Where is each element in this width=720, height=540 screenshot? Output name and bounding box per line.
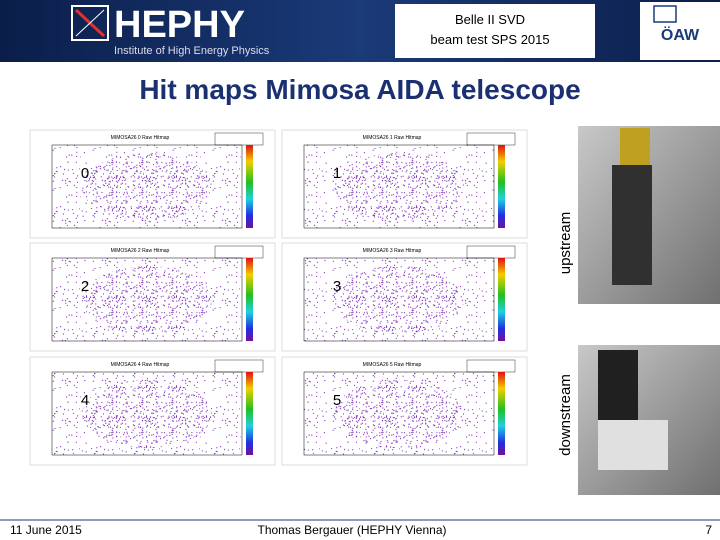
panel-label: 4 [81, 392, 89, 409]
side-label: downstream [557, 374, 574, 456]
stats-box [214, 132, 264, 146]
hit-cluster [334, 380, 464, 448]
event-line: beam test SPS 2015 [430, 32, 549, 47]
photo-detail [620, 128, 650, 168]
event-line: Belle II SVD [455, 12, 525, 27]
photo-detail [612, 165, 652, 285]
panel-title: MIMOSA26 4 Raw Hitmap [111, 362, 170, 368]
panel-title: MIMOSA26 3 Raw Hitmap [363, 248, 422, 254]
hitmap-panel: MIMOSA26 2 Raw Hitmap 2 [29, 242, 276, 352]
panels: MIMOSA26 0 Raw Hitmap 0 MIMOSA26 1 Raw Hit… [29, 129, 528, 466]
hephy-logo: HEPHY Institute of High Energy Physics [71, 4, 270, 57]
footer-author: Thomas Bergauer (HEPHY Vienna) [258, 523, 447, 537]
partner-text: ÖAW [661, 25, 700, 44]
stats-box [466, 132, 516, 146]
side-label: upstream [557, 212, 574, 275]
hit-cluster [82, 380, 212, 448]
footer-page: 7 [705, 523, 712, 537]
color-bar [246, 372, 253, 455]
hitmap-panel: MIMOSA26 5 Raw Hitmap 5 [281, 356, 528, 466]
slide-title: Hit maps Mimosa AIDA telescope [139, 74, 580, 105]
panel-title: MIMOSA26 5 Raw Hitmap [363, 362, 422, 368]
hitmap-panel: MIMOSA26 1 Raw Hitmap 1 [281, 129, 528, 239]
hit-cluster [334, 153, 464, 221]
panel-label: 3 [333, 278, 341, 295]
hit-cluster [82, 266, 212, 334]
hitmap-panel: MIMOSA26 3 Raw Hitmap 3 [281, 242, 528, 352]
institute-text: Institute of High Energy Physics [114, 45, 270, 57]
panel-label: 5 [333, 392, 341, 409]
panel-label: 2 [81, 278, 89, 295]
color-bar [498, 145, 505, 228]
color-bar [246, 258, 253, 341]
panel-label: 0 [81, 165, 89, 182]
stats-box [466, 359, 516, 373]
header-bar [0, 0, 720, 62]
panel-title: MIMOSA26 1 Raw Hitmap [363, 135, 422, 141]
panel-label: 1 [333, 165, 341, 182]
photo-detail [598, 350, 638, 420]
logo-text: HEPHY [114, 4, 245, 46]
color-bar [246, 145, 253, 228]
color-bar [498, 258, 505, 341]
event-box [395, 4, 595, 58]
hit-cluster [334, 266, 464, 334]
partner-icon [653, 5, 677, 23]
stats-box [214, 245, 264, 259]
stats-box [466, 245, 516, 259]
panel-title: MIMOSA26 0 Raw Hitmap [111, 135, 170, 141]
color-bar [498, 372, 505, 455]
hitmap-panel: MIMOSA26 0 Raw Hitmap 0 [29, 129, 276, 239]
hit-cluster [82, 153, 212, 221]
panel-title: MIMOSA26 2 Raw Hitmap [111, 248, 170, 254]
hitmap-panel: MIMOSA26 4 Raw Hitmap 4 [29, 356, 276, 466]
footer-date: 11 June 2015 [10, 523, 82, 537]
stats-box [214, 359, 264, 373]
photo-detail [598, 420, 668, 470]
